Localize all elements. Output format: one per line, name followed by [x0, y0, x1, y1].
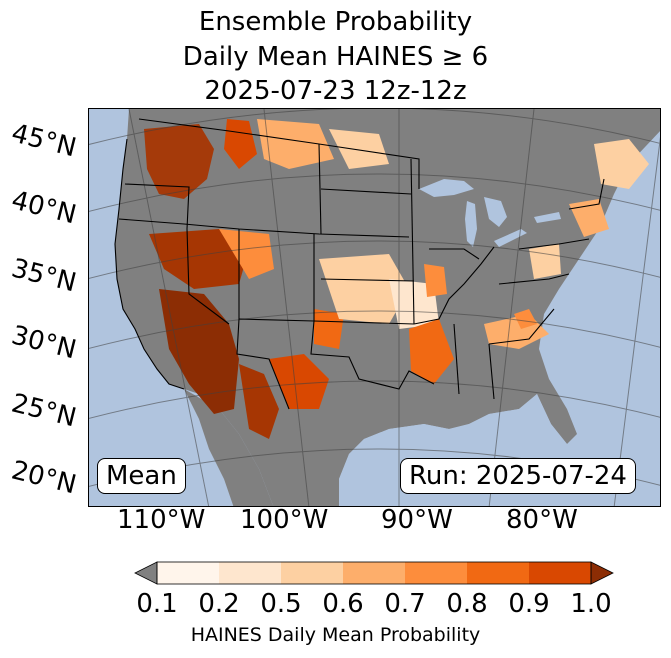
- title-line-2: Daily Mean HAINES ≥ 6: [182, 42, 489, 72]
- lat-label-35: 35°N: [8, 253, 80, 299]
- colorbar-tick-label: 0.6: [322, 589, 364, 619]
- colorbar-segment: [467, 562, 530, 584]
- baja-land: [184, 389, 274, 506]
- colorbar: [134, 561, 614, 585]
- state-borders: [114, 118, 605, 410]
- lon-label-90: 90°W: [381, 505, 453, 535]
- colorbar-segment: [405, 562, 468, 584]
- colorbar-tick-label: 0.2: [198, 589, 240, 619]
- colorbar-under-arrow: [134, 561, 158, 585]
- colorbar-segment: [219, 562, 282, 584]
- lon-label-110: 110°W: [117, 505, 206, 535]
- colorbar-tick-label: 0.9: [508, 589, 550, 619]
- colorbar-tick-label: 0.7: [384, 589, 426, 619]
- lat-label-25: 25°N: [8, 388, 80, 434]
- lon-label-100: 100°W: [240, 505, 329, 535]
- colorbar-segment: [343, 562, 406, 584]
- lat-label-20: 20°N: [8, 455, 80, 501]
- colorbar-segment: [529, 562, 592, 584]
- colorbar-tick-label: 1.0: [570, 589, 612, 619]
- lake-michigan: [465, 201, 477, 247]
- lat-label-40: 40°N: [8, 185, 80, 231]
- title-line-1: Ensemble Probability: [198, 7, 473, 37]
- lat-label-45: 45°N: [8, 118, 80, 164]
- title-line-3: 2025-07-23 12z-12z: [204, 76, 467, 106]
- colorbar-segment: [281, 562, 344, 584]
- colorbar-tick-label: 0.8: [446, 589, 488, 619]
- lat-label-30: 30°N: [8, 320, 80, 366]
- probability-patches: [144, 119, 649, 439]
- lake-huron: [484, 197, 507, 227]
- lake-superior: [419, 179, 474, 197]
- probability-map: [88, 108, 661, 507]
- mean-badge: Mean: [97, 458, 186, 494]
- map-canvas: [89, 109, 660, 506]
- run-date-badge: Run: 2025-07-24: [400, 458, 636, 494]
- colorbar-label: HAINES Daily Mean Probability: [190, 624, 481, 646]
- colorbar-over-arrow: [590, 561, 614, 585]
- lon-label-80: 80°W: [506, 505, 578, 535]
- colorbar-tick-label: 0.1: [136, 589, 178, 619]
- colorbar-frame: [156, 561, 592, 585]
- colorbar-segment: [157, 562, 220, 584]
- lake-ontario: [534, 212, 561, 223]
- lake-erie: [494, 229, 527, 247]
- colorbar-segments: [157, 562, 592, 584]
- colorbar-tick-label: 0.5: [260, 589, 302, 619]
